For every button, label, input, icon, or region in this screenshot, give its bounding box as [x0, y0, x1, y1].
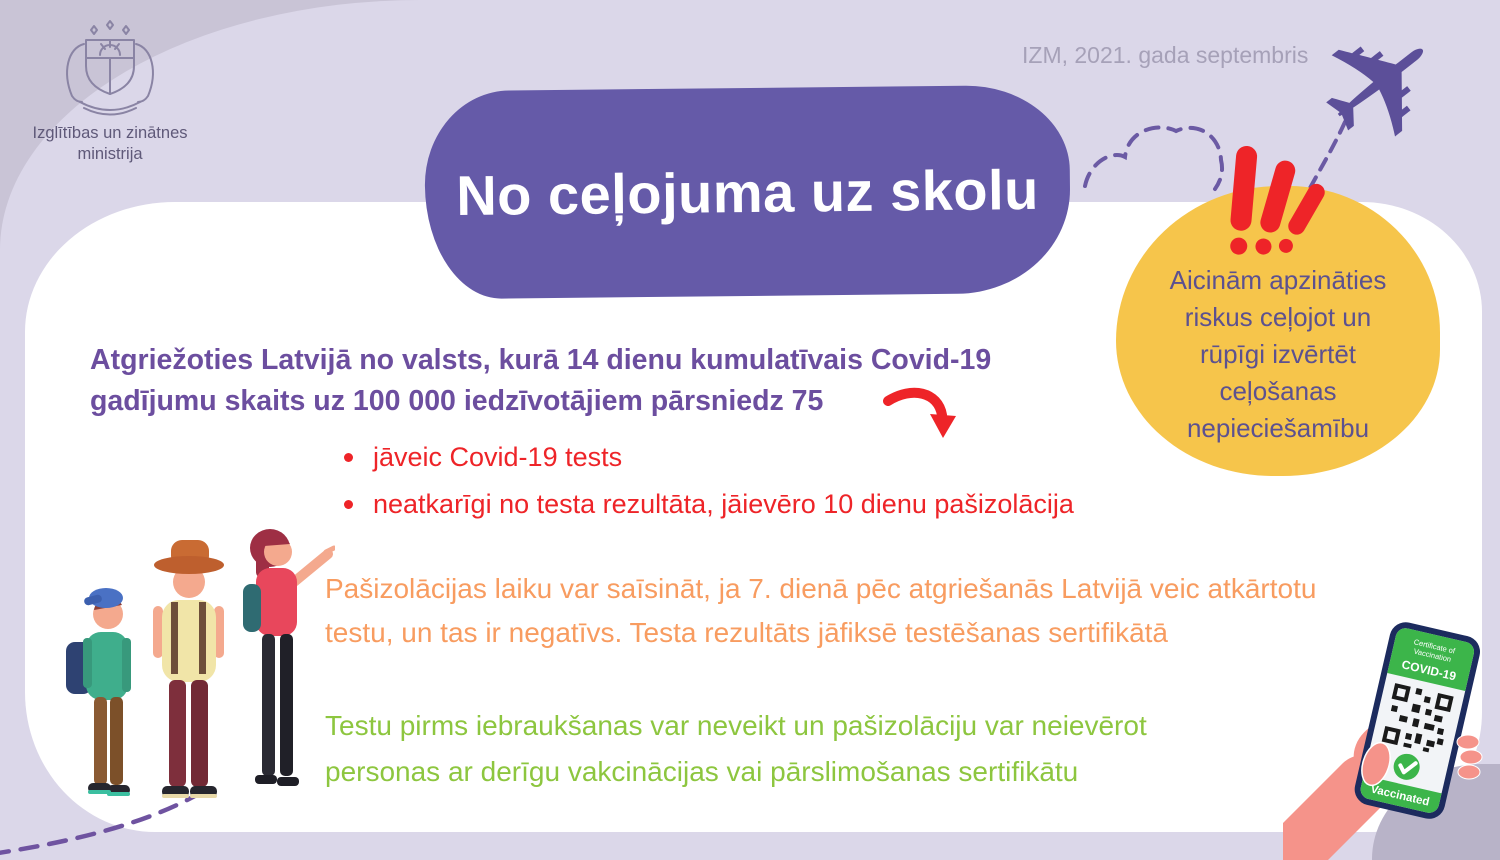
boy-figure — [66, 588, 131, 796]
risk-callout-line: nepieciešamību — [1186, 412, 1370, 443]
hand-forearm — [1283, 755, 1392, 860]
red-arrow-icon — [883, 387, 956, 438]
smartphone: Certificate of Vaccination COVID-19 Vacc… — [1354, 622, 1481, 819]
shorten-note-line1: Pašizolācijas laiku var saīsināt, ja 7. … — [325, 573, 1317, 604]
qr-code — [1381, 683, 1454, 753]
list-item: neatkarīgi no testa rezultāta, jāievēro … — [344, 486, 1074, 524]
coat-of-arms-icon — [66, 20, 154, 116]
woman-figure — [243, 529, 335, 786]
condition-heading-line1: Atgriežoties Latvijā no valsts, kurā 14 … — [90, 344, 992, 376]
condition-heading: Atgriežoties Latvijā no valsts, kurā 14 … — [90, 340, 991, 423]
isolation-shorten-note: Pašizolācijas laiku var saīsināt, ja 7. … — [325, 567, 1316, 654]
vaccination-certificate-phone-illustration: Certificate of Vaccination COVID-19 Vacc… — [1283, 622, 1483, 860]
shorten-note-line2: testu, un tas ir negatīvs. Testa rezultā… — [325, 616, 1169, 648]
risk-callout-line: ceļošanas — [1219, 375, 1337, 406]
risk-callout: Aicinām apzināties riskus ceļojot un rūp… — [1116, 186, 1440, 476]
ministry-caption-line1: Izglītības un zinātnes — [32, 124, 188, 142]
risk-callout-line: Aicinām apzināties — [1169, 265, 1387, 295]
list-item: jāveic Covid-19 tests — [344, 439, 1074, 477]
family-travellers-illustration — [66, 529, 335, 798]
requirement-text: neatkarīgi no testa rezultāta, jāievēro … — [373, 488, 1074, 519]
bullet-icon — [344, 500, 353, 510]
requirement-text: jāveic Covid-19 tests — [373, 442, 623, 472]
exemption-note-line1: Testu pirms iebraukšanas var neveikt un … — [325, 710, 1147, 741]
ministry-caption-line2: ministrija — [77, 145, 143, 164]
bullet-icon — [344, 453, 353, 463]
risk-callout-line: rūpīgi izvērtēt — [1199, 338, 1357, 369]
check-circle-icon — [1393, 753, 1420, 780]
requirements-list: jāveic Covid-19 tests neatkarīgi no test… — [344, 439, 1074, 533]
condition-heading-line2: gadījumu skaits uz 100 000 iedzīvotājiem… — [90, 385, 824, 418]
man-figure — [153, 540, 224, 798]
exemption-note-line2: personas ar derīgu vakcinācijas vai pārs… — [325, 755, 1079, 787]
title-banner: No ceļojuma uz skolu — [423, 84, 1072, 300]
risk-callout-line: riskus ceļojot un — [1184, 301, 1372, 332]
date-note: IZM, 2021. gada septembris — [1022, 42, 1309, 68]
ministry-logo: Izglītības un zinātnes ministrija — [25, 14, 195, 166]
page-title: No ceļojuma uz skolu — [455, 157, 1040, 227]
exemption-note: Testu pirms iebraukšanas var neveikt un … — [325, 703, 1147, 795]
hand-thumb — [1361, 741, 1391, 787]
